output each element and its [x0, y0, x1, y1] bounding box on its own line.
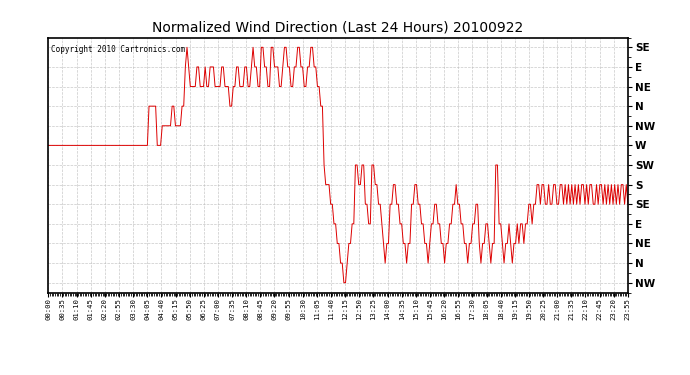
Title: Normalized Wind Direction (Last 24 Hours) 20100922: Normalized Wind Direction (Last 24 Hours…	[152, 21, 524, 35]
Text: Copyright 2010 Cartronics.com: Copyright 2010 Cartronics.com	[51, 45, 186, 54]
